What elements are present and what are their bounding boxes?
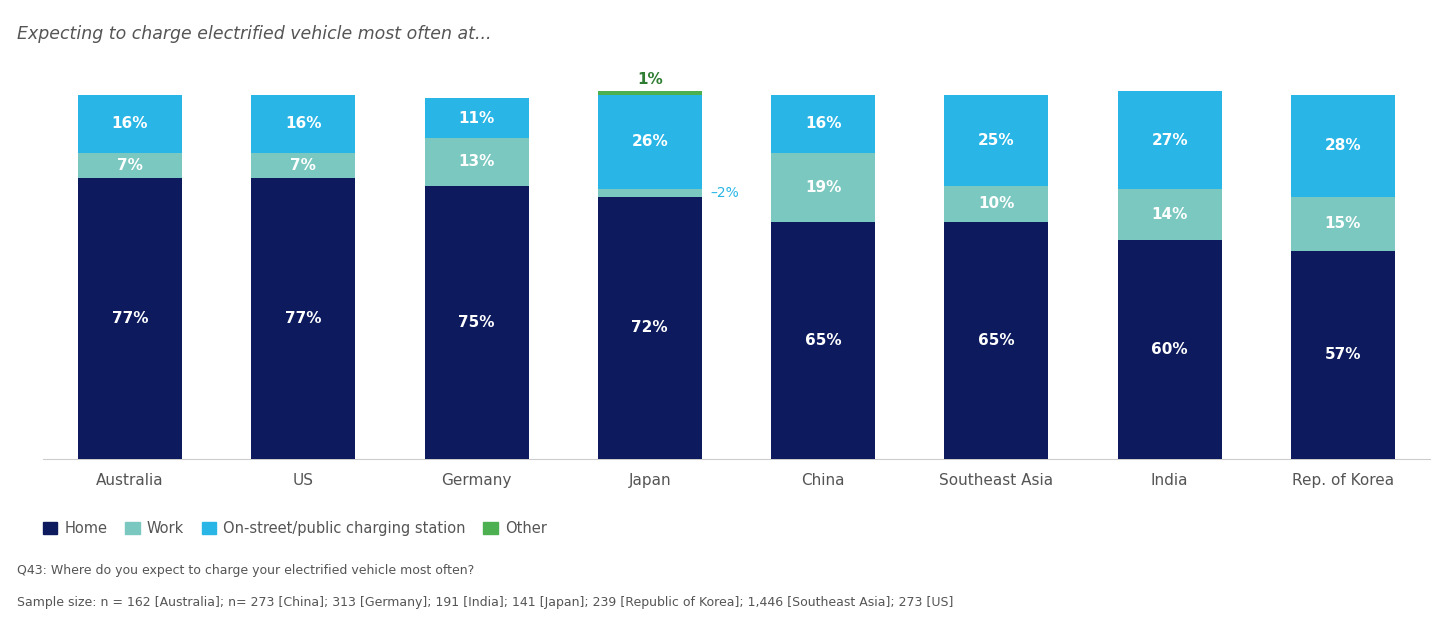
Text: Expecting to charge electrified vehicle most often at...: Expecting to charge electrified vehicle … (17, 25, 492, 43)
Text: 57%: 57% (1324, 347, 1362, 362)
Bar (425, 138, 529, 185)
Bar (944, 222, 1048, 459)
Text: 13%: 13% (458, 155, 495, 169)
Bar (78, 178, 182, 459)
Text: 65%: 65% (804, 333, 842, 348)
Bar (944, 95, 1048, 185)
Bar (78, 95, 182, 153)
Bar (598, 95, 702, 189)
Text: 27%: 27% (1151, 132, 1188, 148)
Bar (251, 178, 355, 459)
Bar (944, 185, 1048, 222)
Text: 10%: 10% (978, 196, 1015, 211)
Text: 15%: 15% (1324, 217, 1362, 231)
Bar (771, 95, 875, 153)
Text: 65%: 65% (978, 333, 1015, 348)
Bar (598, 189, 702, 197)
Bar (771, 222, 875, 459)
Bar (425, 98, 529, 138)
Text: 16%: 16% (804, 117, 842, 131)
Text: 28%: 28% (1324, 138, 1362, 153)
Text: 14%: 14% (1151, 207, 1188, 222)
Legend: Home, Work, On-street/public charging station, Other: Home, Work, On-street/public charging st… (36, 515, 553, 542)
Text: 77%: 77% (284, 311, 322, 326)
Text: 1%: 1% (637, 73, 663, 87)
Text: Sample size: n = 162 [Australia]; n= 273 [China]; 313 [Germany]; 191 [India]; 14: Sample size: n = 162 [Australia]; n= 273… (17, 596, 953, 608)
Text: 77%: 77% (111, 311, 149, 326)
Bar (78, 153, 182, 178)
Bar (1291, 197, 1395, 251)
Text: 7%: 7% (117, 158, 143, 173)
Text: 26%: 26% (631, 134, 669, 150)
Text: 72%: 72% (631, 320, 669, 335)
Text: 60%: 60% (1151, 342, 1188, 357)
Bar (1118, 91, 1222, 189)
Bar (598, 197, 702, 459)
Text: 25%: 25% (978, 132, 1015, 148)
Text: –2%: –2% (710, 186, 739, 200)
Bar (1291, 251, 1395, 459)
Bar (1118, 240, 1222, 459)
Text: 16%: 16% (111, 117, 149, 131)
Text: 19%: 19% (804, 180, 842, 195)
Bar (251, 153, 355, 178)
Text: 7%: 7% (290, 158, 316, 173)
Bar (771, 153, 875, 222)
Bar (1291, 95, 1395, 197)
Bar (598, 91, 702, 95)
Bar (425, 185, 529, 459)
Bar (251, 95, 355, 153)
Text: Q43: Where do you expect to charge your electrified vehicle most often?: Q43: Where do you expect to charge your … (17, 564, 475, 576)
Text: 11%: 11% (458, 111, 495, 125)
Text: 16%: 16% (284, 117, 322, 131)
Bar (1118, 189, 1222, 240)
Text: 75%: 75% (458, 315, 495, 329)
